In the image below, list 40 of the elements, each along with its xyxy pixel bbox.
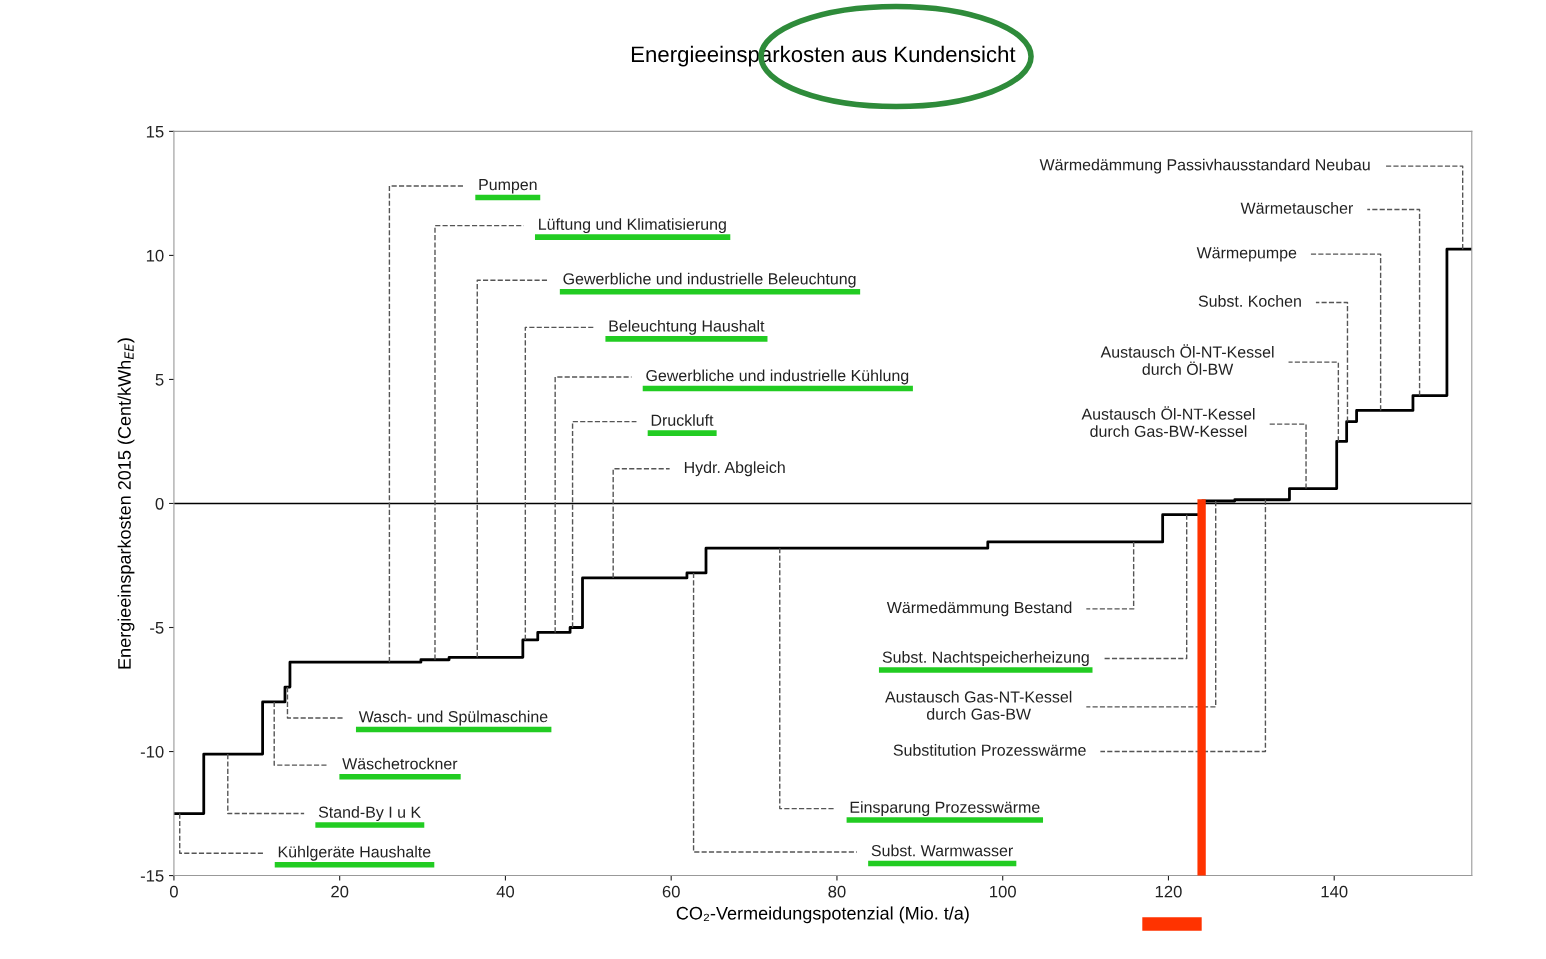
annotation: Subst. Kochen: [1198, 295, 1301, 307]
y-tick-label: 0: [155, 497, 164, 510]
annotation: Kühlgeräte Haushalte: [278, 845, 431, 861]
annotation: Druckluft: [651, 414, 714, 426]
annotation: Wärmepumpe: [1196, 247, 1297, 262]
annotation: Wäschetrockner: [342, 757, 458, 770]
annotation: Pumpen: [479, 179, 537, 194]
annotation: Austausch Gas-NT-Kessel durch Gas-BW: [885, 690, 1072, 720]
x-tick-label: 80: [828, 885, 846, 898]
x-tick-label: 60: [662, 885, 680, 898]
annotation: Wasch- und Spülmaschine: [358, 710, 548, 726]
x-tick-label: 120: [1155, 885, 1182, 898]
y-tick-label: -10: [140, 745, 164, 758]
annotation: Wärmedämmung Bestand: [886, 601, 1072, 617]
x-tick-label: 20: [331, 885, 349, 898]
annotation: Beleuchtung Haushalt: [609, 319, 765, 335]
x-tick-label: 140: [1321, 885, 1348, 898]
annotation: Hydr. Abgleich: [684, 461, 785, 477]
annotation: Austausch Öl-NT-Kessel durch Gas-BW-Kessel: [1081, 406, 1255, 437]
annotation: Einsparung Prozesswärme: [850, 801, 1040, 817]
annotation: Substitution Prozesswärme: [893, 744, 1086, 756]
x-tick-label: 40: [496, 885, 515, 898]
y-tick-label: 15: [146, 125, 164, 138]
y-tick-label: -15: [140, 870, 164, 882]
annotation: Gewerbliche und industrielle Kühlung: [646, 369, 909, 385]
annotation: Subst. Warmwasser: [871, 844, 1013, 857]
x-tick-label: 0: [169, 885, 178, 898]
annotation: Austausch Öl-NT-Kessel durch Öl-BW: [1100, 344, 1274, 375]
annotation: Stand-By I u K: [318, 806, 421, 821]
annotation: Subst. Nachtspeicherheizung: [882, 651, 1089, 666]
annotation: Wärmetauscher: [1240, 202, 1354, 214]
x-axis-title: CO₂-Vermeidungspotenzial (Mio. t/a): [676, 906, 969, 924]
y-tick-label: 5: [155, 374, 164, 386]
annotation: Gewerbliche und industrielle Beleuchtung: [563, 272, 856, 288]
y-tick-label: 10: [146, 249, 164, 262]
annotation: Wärmedämmung Passivhausstandard Neubau: [1039, 158, 1370, 174]
x-tick-label: 100: [990, 885, 1016, 898]
y-tick-label: -5: [150, 622, 164, 634]
y-axis-title: Energieeinsparkosten 2015 (Cent/kWh$_{EE}$): [117, 338, 135, 669]
annotation: Lüftung und Klimatisierung: [539, 218, 726, 234]
